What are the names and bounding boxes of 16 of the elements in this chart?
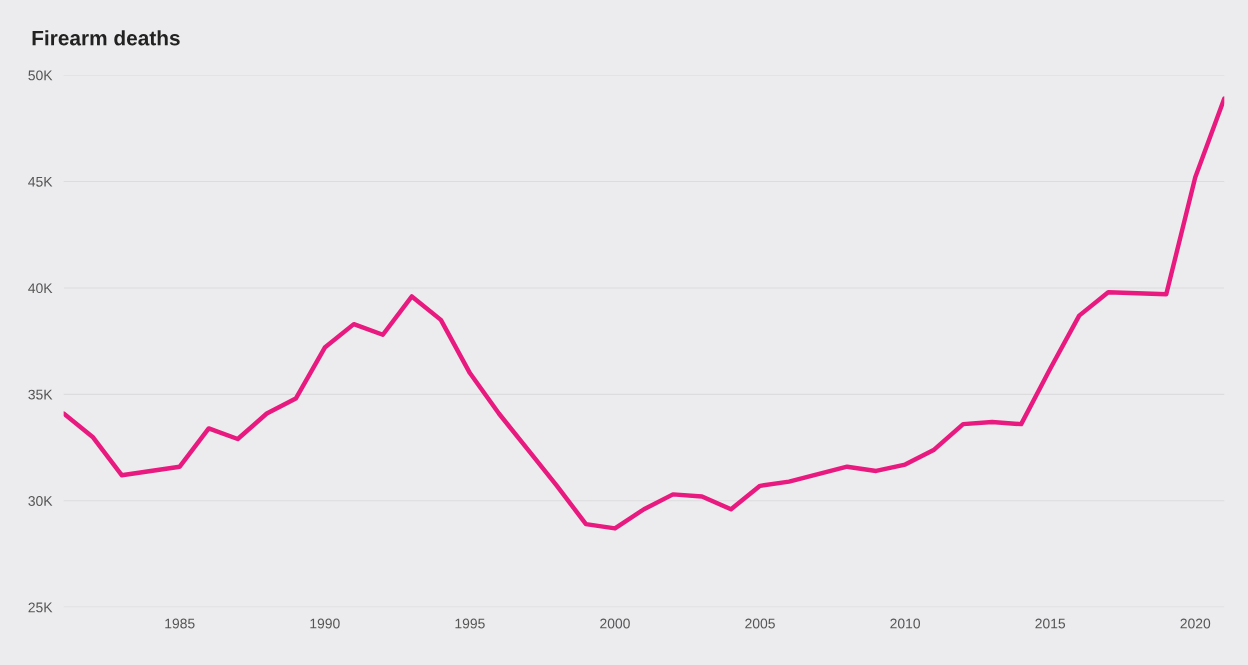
y-tick-label: 50K — [28, 70, 53, 81]
y-tick-label: 35K — [28, 389, 53, 400]
y-tick-label: 45K — [28, 177, 53, 187]
x-tick-label: 2000 — [600, 618, 630, 629]
x-tick-label: 1990 — [310, 618, 340, 629]
x-tick-label: 1995 — [455, 618, 485, 629]
y-tick-label: 40K — [28, 283, 53, 294]
line-series — [63, 96, 1225, 531]
y-tick-label: 30K — [28, 496, 53, 506]
chart-title: Firearm deaths — [32, 30, 180, 46]
x-tick-label: 2010 — [890, 618, 921, 629]
x-tick-label: 1985 — [165, 618, 195, 629]
x-tick-label: 2020 — [1180, 618, 1211, 629]
y-tick-label: 25K — [28, 602, 53, 613]
x-tick-label: 2015 — [1035, 618, 1066, 629]
x-tick-label: 2005 — [745, 618, 775, 629]
